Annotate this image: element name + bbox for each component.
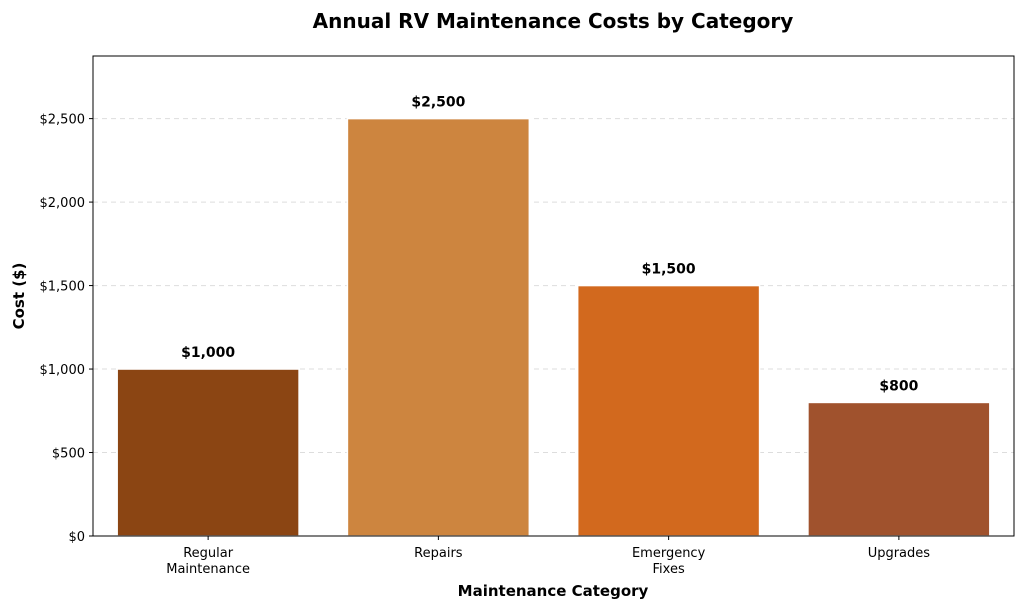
bar-value-label: $1,000 — [181, 345, 235, 361]
x-axis-ticks: Regular Maintenance Repairs Emergency Fixes U… — [166, 536, 930, 577]
x-tick-label: Upgrades — [868, 546, 931, 561]
bar — [116, 368, 300, 537]
x-tick-label: Emergency Fixes — [632, 546, 706, 577]
y-tick-label: $500 — [52, 447, 85, 462]
y-tick-label: $0 — [68, 530, 85, 545]
bar-value-label: $800 — [879, 378, 918, 394]
y-axis-ticks: $0 $500 $1,000 $1,500 $2,000 $2,500 — [40, 113, 93, 545]
y-tick-label: $2,500 — [40, 113, 86, 128]
bar — [346, 117, 531, 537]
y-tick-label: $1,000 — [40, 363, 86, 378]
y-axis-label: Cost ($) — [10, 263, 28, 330]
bar — [576, 284, 761, 537]
y-tick-label: $1,500 — [40, 280, 86, 295]
plot-frame — [92, 55, 1015, 537]
chart-title: Annual RV Maintenance Costs by Category — [313, 9, 794, 33]
x-tick-label: Regular Maintenance — [166, 546, 250, 577]
y-tick-label: $2,000 — [40, 196, 86, 211]
bars: $1,000 $2,500 $1,500 $800 — [116, 95, 991, 537]
bar-value-label: $1,500 — [642, 262, 696, 278]
bar — [807, 401, 991, 537]
x-axis-label: Maintenance Category — [458, 582, 649, 600]
bar-value-label: $2,500 — [411, 95, 465, 111]
x-tick-label: Repairs — [414, 546, 463, 561]
